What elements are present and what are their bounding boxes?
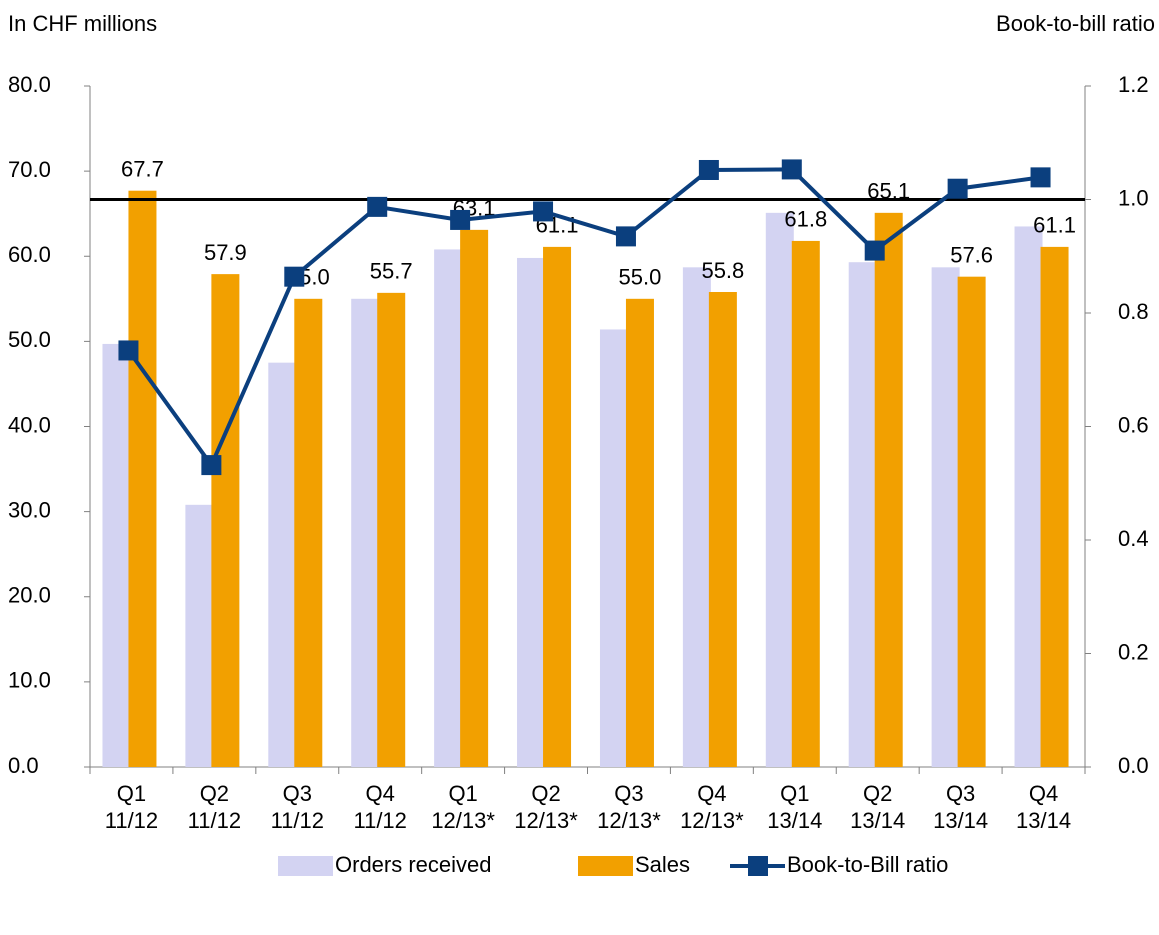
x-tick-label: Q4 — [366, 781, 395, 806]
bar — [791, 240, 820, 768]
line-marker — [615, 226, 636, 247]
bar — [517, 257, 546, 767]
bar — [625, 298, 654, 767]
bar — [128, 190, 157, 768]
x-tick-label: Q3 — [283, 781, 312, 806]
x-tick-label: 13/14 — [767, 808, 822, 833]
legend-swatch — [578, 856, 633, 876]
bar — [211, 274, 240, 767]
line-marker — [533, 201, 554, 222]
bar — [434, 249, 463, 767]
data-label: 61.8 — [784, 207, 827, 232]
left-axis-title: In CHF millions — [8, 11, 157, 36]
x-tick-label: Q4 — [1029, 781, 1058, 806]
x-tick-label: 11/12 — [271, 808, 324, 833]
y-tick-label: 40.0 — [8, 412, 51, 437]
line-marker — [118, 340, 139, 361]
y-tick-label: 0.0 — [8, 753, 39, 778]
y-tick-label: 30.0 — [8, 497, 51, 522]
x-tick-label: 13/14 — [850, 808, 905, 833]
bar — [543, 246, 572, 768]
bar — [460, 229, 489, 767]
x-tick-label: Q1 — [117, 781, 146, 806]
bar — [377, 292, 406, 767]
line-marker — [864, 240, 885, 261]
y2-tick-label: 1.0 — [1118, 185, 1149, 210]
bar — [931, 267, 960, 767]
bar — [708, 292, 737, 767]
data-label: 67.7 — [121, 157, 164, 182]
bar — [599, 329, 628, 767]
x-tick-label: Q2 — [863, 781, 892, 806]
bar — [1040, 246, 1069, 768]
y-tick-label: 80.0 — [8, 72, 51, 97]
line-marker — [1030, 167, 1051, 188]
x-tick-label: 12/13* — [514, 808, 578, 833]
y2-tick-label: 0.0 — [1118, 753, 1149, 778]
y-tick-label: 60.0 — [8, 242, 51, 267]
right-axis-title: Book-to-bill ratio — [996, 11, 1155, 36]
x-tick-label: 13/14 — [1016, 808, 1071, 833]
line-marker — [284, 266, 305, 287]
bar — [848, 262, 877, 767]
x-tick-label: 12/13* — [431, 808, 495, 833]
x-tick-label: Q1 — [448, 781, 477, 806]
y2-tick-label: 0.4 — [1118, 526, 1149, 551]
data-label: 57.9 — [204, 240, 247, 265]
line-marker — [947, 178, 968, 199]
legend-label: Sales — [635, 852, 690, 877]
line-marker — [201, 455, 222, 476]
bar — [102, 343, 131, 767]
bar — [268, 362, 297, 767]
x-tick-label: Q3 — [946, 781, 975, 806]
x-tick-label: 11/12 — [353, 808, 406, 833]
bar — [1014, 226, 1043, 768]
x-tick-label: Q4 — [697, 781, 726, 806]
y-tick-label: 10.0 — [8, 668, 51, 693]
x-tick-label: 11/12 — [105, 808, 158, 833]
x-tick-label: Q2 — [531, 781, 560, 806]
y2-tick-label: 0.2 — [1118, 639, 1149, 664]
y-tick-label: 50.0 — [8, 327, 51, 352]
y2-tick-label: 0.8 — [1118, 299, 1149, 324]
legend-swatch — [278, 856, 333, 876]
line-marker — [781, 159, 802, 180]
bar — [874, 212, 903, 767]
bar — [765, 212, 794, 767]
x-tick-label: 12/13* — [597, 808, 661, 833]
legend-label: Orders received — [335, 852, 492, 877]
x-tick-label: 12/13* — [680, 808, 744, 833]
y2-tick-label: 0.6 — [1118, 412, 1149, 437]
bar — [351, 298, 380, 767]
legend-swatch — [748, 856, 768, 876]
line-marker — [698, 159, 719, 180]
y2-tick-label: 1.2 — [1118, 72, 1149, 97]
line — [126, 167, 1041, 470]
line-marker — [450, 209, 471, 230]
bar — [185, 504, 214, 767]
bar — [682, 267, 711, 767]
data-label: 55.8 — [701, 258, 744, 283]
legend-label: Book-to-Bill ratio — [787, 852, 948, 877]
bar — [957, 276, 986, 767]
x-tick-label: 11/12 — [188, 808, 241, 833]
data-label: 55.7 — [370, 259, 413, 284]
x-tick-label: 13/14 — [933, 808, 988, 833]
bar — [294, 298, 323, 767]
y-tick-label: 70.0 — [8, 157, 51, 182]
x-tick-label: Q1 — [780, 781, 809, 806]
data-label: 61.1 — [1033, 213, 1076, 238]
x-tick-label: Q2 — [200, 781, 229, 806]
y-tick-label: 20.0 — [8, 583, 51, 608]
x-tick-label: Q3 — [614, 781, 643, 806]
data-label: 55.0 — [619, 265, 662, 290]
data-label: 57.6 — [950, 242, 993, 267]
line-marker — [367, 196, 388, 217]
